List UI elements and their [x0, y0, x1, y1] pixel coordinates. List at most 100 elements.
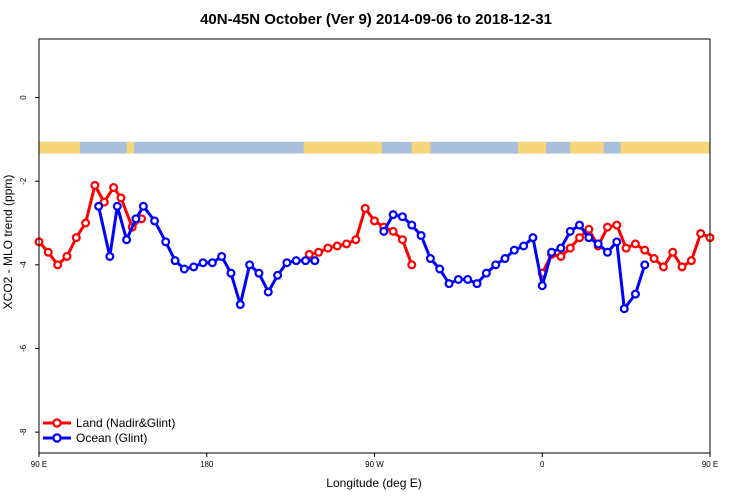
data-point — [528, 233, 538, 243]
data-point — [649, 254, 659, 264]
y-tick-label: -6 — [19, 344, 28, 352]
x-tick-label: 0 — [540, 460, 545, 469]
data-point — [686, 256, 696, 266]
data-point — [112, 201, 122, 211]
data-point — [291, 256, 301, 266]
data-point — [602, 247, 612, 257]
data-point — [217, 251, 227, 261]
data-point — [509, 245, 519, 255]
data-point — [500, 254, 510, 264]
data-point — [161, 237, 171, 247]
x-tick-label: 90 W — [365, 460, 384, 469]
legend-label: Ocean (Glint) — [76, 431, 147, 445]
data-point — [668, 247, 678, 257]
land-band — [411, 141, 431, 154]
legend-label: Land (Nadir&Glint) — [76, 416, 175, 430]
data-point — [323, 243, 333, 253]
data-point — [444, 279, 454, 289]
data-point — [342, 239, 352, 249]
data-point — [170, 256, 180, 266]
data-point — [388, 226, 398, 236]
data-point — [122, 235, 132, 245]
series-land — [34, 180, 715, 278]
series-line — [37, 183, 143, 267]
data-point — [481, 268, 491, 278]
x-tick-label: 180 — [200, 460, 214, 469]
data-point — [575, 233, 585, 243]
data-point — [314, 247, 324, 257]
data-point — [94, 201, 104, 211]
data-point — [435, 264, 445, 274]
data-point — [332, 241, 342, 251]
data-point — [463, 274, 473, 284]
land-band — [303, 141, 382, 154]
data-point — [99, 197, 109, 207]
land-band — [126, 141, 135, 154]
x-axis-label: Longitude (deg E) — [326, 476, 421, 490]
data-point — [235, 300, 245, 310]
land-band — [518, 141, 546, 154]
data-point — [207, 258, 217, 268]
plot-frame — [38, 38, 711, 454]
land-band — [39, 141, 81, 154]
data-point — [416, 231, 426, 241]
data-point — [62, 251, 72, 261]
x-tick-label: 90 E — [31, 460, 47, 469]
data-point — [584, 224, 594, 234]
data-point — [370, 216, 380, 226]
land-band — [620, 141, 710, 154]
data-point — [565, 226, 575, 236]
y-tick-label: -2 — [19, 177, 28, 185]
data-point — [537, 281, 547, 291]
data-point — [105, 251, 115, 261]
data-point — [254, 268, 264, 278]
data-point — [621, 243, 631, 253]
data-point — [351, 235, 361, 245]
data-point — [301, 256, 311, 266]
data-point — [593, 239, 603, 249]
data-point — [226, 268, 236, 278]
data-point — [198, 258, 208, 268]
data-point — [619, 304, 629, 314]
data-point — [310, 256, 320, 266]
data-point — [584, 233, 594, 243]
data-point — [116, 193, 126, 203]
chart-title: 40N-45N October (Ver 9) 2014-09-06 to 20… — [200, 11, 552, 28]
y-tick-label: -4 — [19, 261, 28, 269]
x-tick-label: 90 E — [702, 460, 718, 469]
x-axis: 90 E 180 90 W 0 90 E — [31, 453, 718, 469]
data-point — [472, 279, 482, 289]
data-point — [630, 289, 640, 299]
data-point — [519, 241, 529, 251]
land-band — [570, 141, 604, 154]
data-point — [53, 260, 63, 270]
legend: Land (Nadir&Glint)Ocean (Glint) — [43, 416, 175, 445]
data-point — [425, 254, 435, 264]
y-tick-label: -8 — [19, 428, 28, 436]
data-point — [179, 264, 189, 274]
data-point — [304, 249, 314, 259]
data-point — [360, 203, 370, 213]
data-point — [282, 258, 292, 268]
data-point — [138, 201, 148, 211]
data-point — [640, 260, 650, 270]
series-ocean — [94, 201, 650, 314]
data-point — [109, 182, 119, 192]
data-point — [189, 262, 199, 272]
data-point — [388, 210, 398, 220]
data-point — [131, 214, 141, 224]
legend-marker — [52, 433, 62, 443]
data-point — [263, 287, 273, 297]
data-point — [677, 262, 687, 272]
land-ocean-strip — [39, 141, 710, 154]
data-point — [90, 180, 100, 190]
data-point — [565, 243, 575, 253]
data-point — [556, 243, 566, 253]
data-point — [658, 262, 668, 272]
data-point — [453, 274, 463, 284]
data-point — [71, 233, 81, 243]
data-point — [150, 216, 160, 226]
data-point — [397, 212, 407, 222]
data-point — [640, 245, 650, 255]
